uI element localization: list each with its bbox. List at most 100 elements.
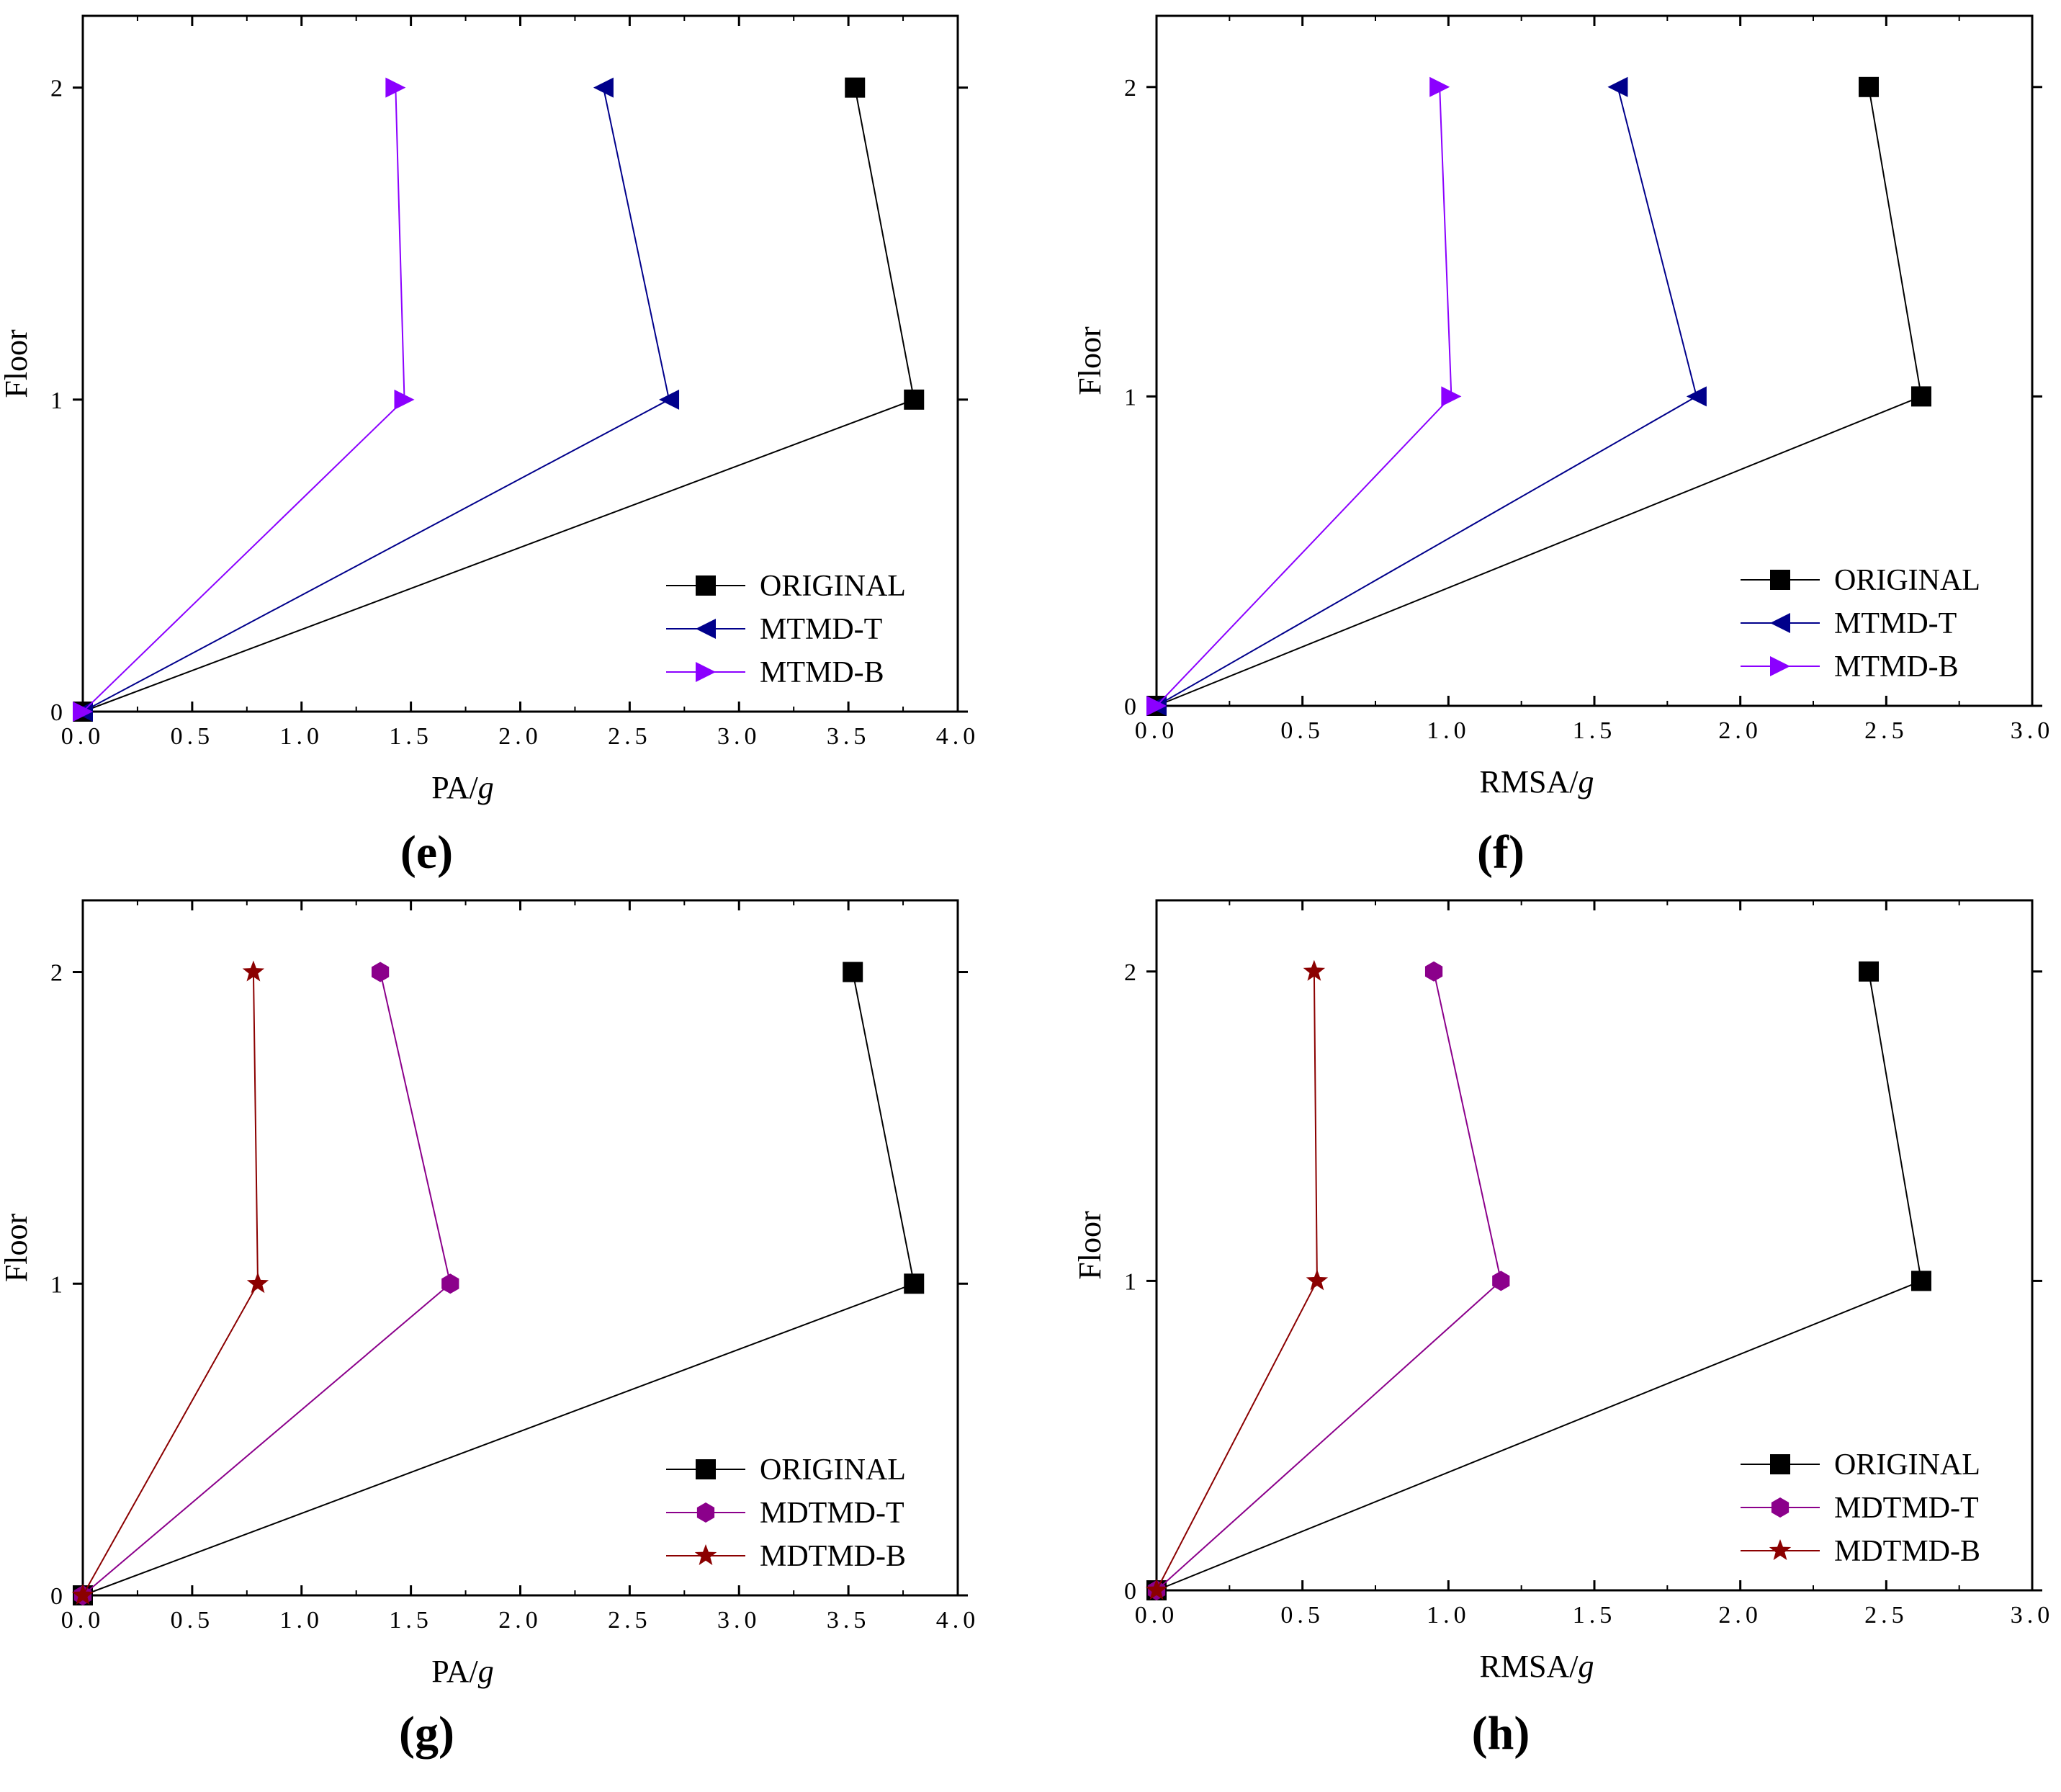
x-tick-label: 3.5 bbox=[827, 723, 871, 750]
legend-label: ORIGINAL bbox=[760, 1453, 906, 1487]
legend-label: MTMD-T bbox=[760, 613, 882, 646]
legend-marker bbox=[1771, 1497, 1790, 1518]
data-point-MDTMD-T bbox=[371, 962, 390, 982]
series-line-MDTMD-T bbox=[1156, 971, 1502, 1591]
x-tick-label: 0.0 bbox=[1135, 1602, 1179, 1629]
data-point-MDTMD-T bbox=[1492, 1271, 1510, 1291]
y-axis-label: Floor bbox=[1072, 1211, 1108, 1280]
series-line-MDTMD-B bbox=[1156, 971, 1318, 1591]
plot-frame bbox=[81, 14, 959, 713]
data-point-MTMD-B bbox=[1429, 76, 1450, 97]
data-point-MDTMD-B bbox=[242, 960, 265, 982]
data-point-MDTMD-B bbox=[246, 1272, 269, 1294]
legend-label: ORIGINAL bbox=[1834, 564, 1980, 597]
y-tick-label: 2 bbox=[50, 76, 63, 102]
x-tick-label: 0.5 bbox=[171, 723, 215, 750]
legend-label: MDTMD-T bbox=[1834, 1492, 1979, 1525]
data-point-ORIGINAL bbox=[904, 389, 925, 410]
data-point-ORIGINAL bbox=[1859, 76, 1880, 97]
data-point-MTMD-T bbox=[593, 77, 614, 98]
legend-label: MTMD-T bbox=[1834, 607, 1957, 640]
series-line-MDTMD-T bbox=[82, 972, 452, 1596]
x-tick-label: 0.5 bbox=[1280, 717, 1324, 744]
legend-marker bbox=[1770, 613, 1790, 633]
plot-frame bbox=[81, 899, 959, 1597]
legend-label: MDTMD-B bbox=[760, 1540, 906, 1573]
data-point-ORIGINAL bbox=[1910, 386, 1931, 407]
data-point-MTMD-B bbox=[73, 702, 93, 722]
legend-marker bbox=[1769, 1539, 1792, 1560]
panel-label: (g) bbox=[399, 1707, 454, 1760]
legend-marker bbox=[694, 1544, 717, 1565]
x-tick-label: 0.5 bbox=[171, 1607, 215, 1634]
y-axis-label: Floor bbox=[1072, 326, 1108, 395]
y-tick-label: 2 bbox=[1124, 75, 1136, 102]
x-tick-label: 2.5 bbox=[1864, 717, 1908, 744]
x-tick-label: 2.5 bbox=[1864, 1602, 1908, 1629]
data-point-ORIGINAL bbox=[904, 1273, 925, 1294]
data-point-MTMD-T bbox=[1607, 76, 1628, 97]
x-tick-label: 0.5 bbox=[1280, 1602, 1324, 1629]
x-tick-label: 1.5 bbox=[1573, 1602, 1617, 1629]
y-tick-label: 2 bbox=[1124, 959, 1136, 986]
data-point-MTMD-T bbox=[1686, 386, 1707, 407]
x-tick-label: 1.5 bbox=[1573, 717, 1617, 744]
y-tick-label: 0 bbox=[50, 1583, 63, 1610]
x-axis-label: RMSA/g bbox=[1480, 764, 1594, 799]
panel-label: (e) bbox=[400, 826, 453, 879]
chart-panel-g: 0.0 0.5 1.0 1.5 2.0 2.5 3.0 3.5 4.0 0 1 2 PA/g Floor (… bbox=[0, 899, 975, 1760]
x-tick-label: 3.0 bbox=[717, 723, 761, 750]
series-line-MTMD-B bbox=[1156, 86, 1452, 707]
x-tick-label: 3.5 bbox=[827, 1607, 871, 1634]
x-tick-label: 1.0 bbox=[280, 1607, 324, 1634]
legend-label: ORIGINAL bbox=[1834, 1448, 1980, 1482]
x-tick-label: 1.0 bbox=[1427, 1602, 1470, 1629]
x-tick-label: 2.0 bbox=[498, 723, 542, 750]
legend-label: MTMD-B bbox=[1834, 650, 1959, 684]
legend-marker bbox=[696, 662, 716, 682]
legend-marker bbox=[1770, 1454, 1790, 1474]
series-line-ORIGINAL bbox=[1156, 86, 1923, 707]
x-tick-label: 1.0 bbox=[1427, 717, 1470, 744]
plot-frame bbox=[1155, 14, 2034, 707]
y-axis-label: Floor bbox=[0, 329, 34, 398]
x-tick-label: 0.0 bbox=[61, 723, 105, 750]
data-point-MDTMD-B bbox=[1145, 1579, 1168, 1600]
x-tick-label: 2.0 bbox=[1718, 717, 1762, 744]
legend-label: MDTMD-B bbox=[1834, 1535, 1980, 1568]
data-point-MTMD-B bbox=[1441, 386, 1462, 407]
chart-panel-f: 0.0 0.5 1.0 1.5 2.0 2.5 3.0 0 1 2 RMSA/g Floor (f) OR… bbox=[1072, 14, 2049, 879]
data-point-MDTMD-B bbox=[1306, 1269, 1329, 1291]
y-tick-label: 1 bbox=[50, 1271, 63, 1298]
data-point-ORIGINAL bbox=[845, 77, 866, 98]
panel-label: (h) bbox=[1472, 1707, 1530, 1760]
series-line-MTMD-T bbox=[82, 87, 670, 712]
data-point-MTMD-T bbox=[659, 389, 680, 410]
data-point-MDTMD-B bbox=[71, 1584, 94, 1605]
legend-label: MTMD-B bbox=[760, 656, 884, 689]
data-point-ORIGINAL bbox=[843, 962, 863, 982]
data-point-ORIGINAL bbox=[1859, 961, 1880, 982]
x-tick-label: 0.0 bbox=[1135, 717, 1179, 744]
plot-frame bbox=[1155, 899, 2034, 1592]
data-point-MDTMD-T bbox=[441, 1273, 459, 1294]
legend-marker bbox=[696, 575, 716, 596]
x-axis-label: RMSA/g bbox=[1480, 1649, 1594, 1684]
y-tick-label: 0 bbox=[1124, 694, 1136, 720]
x-tick-label: 2.5 bbox=[608, 723, 652, 750]
x-tick-label: 0.0 bbox=[61, 1607, 105, 1634]
series-line-MTMD-T bbox=[1156, 86, 1698, 707]
y-axis-label: Floor bbox=[0, 1213, 34, 1282]
x-tick-label: 3.0 bbox=[2011, 1602, 2055, 1629]
x-tick-label: 4.0 bbox=[936, 723, 980, 750]
series-line-ORIGINAL bbox=[1156, 971, 1923, 1591]
data-point-MDTMD-T bbox=[1424, 961, 1443, 982]
x-tick-label: 1.5 bbox=[389, 1607, 433, 1634]
x-tick-label: 3.0 bbox=[717, 1607, 761, 1634]
x-axis-label: PA/g bbox=[431, 770, 493, 805]
data-point-MTMD-B bbox=[394, 389, 415, 410]
y-tick-label: 1 bbox=[1124, 1268, 1136, 1295]
x-tick-label: 2.0 bbox=[1718, 1602, 1762, 1629]
legend-marker bbox=[696, 619, 716, 639]
